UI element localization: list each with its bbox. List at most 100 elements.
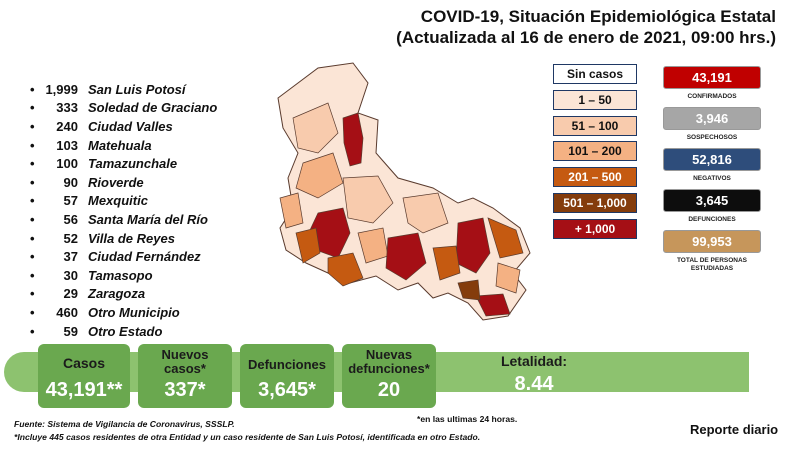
legend-item: 501 – 1,000 bbox=[553, 192, 637, 213]
municipality-name: Ciudad Fernández bbox=[88, 249, 201, 265]
bullet: • bbox=[30, 249, 35, 265]
bullet: • bbox=[30, 230, 35, 246]
municipality-name: Zaragoza bbox=[88, 286, 146, 302]
stat-label: TOTAL DE PERSONAS ESTUDIADAS bbox=[676, 257, 748, 272]
stat-value: 3,946 bbox=[663, 107, 761, 130]
municipality-name: Santa María del Río bbox=[88, 211, 208, 227]
municipality-row: • 240 Ciudad Valles bbox=[30, 117, 270, 136]
municipality-count: 90 bbox=[63, 174, 78, 190]
municipality-name: Tamasopo bbox=[88, 267, 153, 283]
bullet: • bbox=[30, 174, 35, 190]
bullet: • bbox=[30, 211, 35, 227]
municipality-row: • 29 Zaragoza bbox=[30, 285, 270, 304]
municipality-row: • 100 Tamazunchale bbox=[30, 154, 270, 173]
municipality-count: 30 bbox=[63, 267, 78, 283]
municipality-count: 59 bbox=[63, 323, 78, 339]
state-map bbox=[277, 62, 531, 321]
stat-value: 52,816 bbox=[663, 148, 761, 171]
bullet: • bbox=[30, 304, 35, 320]
nuevas-def-label: Nuevas defunciones* bbox=[348, 347, 430, 376]
nuevos-label: Nuevos casos* bbox=[161, 347, 209, 376]
municipality-row: • 333 Soledad de Graciano bbox=[30, 99, 270, 118]
municipality-row: • 59 Otro Estado bbox=[30, 322, 270, 341]
municipality-count: 37 bbox=[63, 249, 78, 265]
stat-label: CONFIRMADOS bbox=[687, 93, 737, 100]
bullet: • bbox=[30, 137, 35, 153]
bullet: • bbox=[30, 323, 35, 339]
stat-value: 99,953 bbox=[663, 230, 761, 253]
stat-label: DEFUNCIONES bbox=[688, 216, 736, 223]
region-central-east bbox=[402, 192, 449, 234]
legend-item: + 1,000 bbox=[553, 218, 637, 239]
legend-item: 1 – 50 bbox=[553, 89, 637, 110]
municipality-count: 29 bbox=[63, 286, 78, 302]
region-rioverde bbox=[385, 232, 427, 281]
municipality-count: 333 bbox=[56, 100, 78, 116]
municipality-count: 460 bbox=[56, 304, 78, 320]
region-tamazunchale bbox=[475, 293, 511, 317]
municipality-name: Otro Municipio bbox=[88, 304, 180, 320]
bullet: • bbox=[30, 267, 35, 283]
municipality-row: • 37 Ciudad Fernández bbox=[30, 247, 270, 266]
stats-panel: 43,191 CONFIRMADOS 3,946 SOSPECHOSOS 52,816 N… bbox=[663, 66, 761, 272]
nuevos-value: 337* bbox=[164, 379, 206, 401]
municipality-name: Matehuala bbox=[88, 137, 152, 153]
note-24h: *en las ultimas 24 horas. bbox=[417, 414, 518, 424]
source-note: Fuente: Sistema de Vigilancia de Coronav… bbox=[14, 419, 235, 429]
municipality-count: 56 bbox=[63, 211, 78, 227]
letalidad-value: 8.44 bbox=[514, 373, 554, 395]
municipality-row: • 57 Mexquitic bbox=[30, 192, 270, 211]
casos-label: Casos bbox=[62, 355, 106, 371]
legend-item: Sin casos bbox=[553, 64, 637, 84]
municipality-count: 100 bbox=[56, 156, 78, 172]
casos-value: 43,191** bbox=[45, 379, 123, 401]
region-huasteca-a bbox=[487, 217, 524, 259]
municipality-name: Rioverde bbox=[88, 174, 144, 190]
municipality-row: • 52 Villa de Reyes bbox=[30, 229, 270, 248]
footnotes: Fuente: Sistema de Vigilancia de Coronav… bbox=[14, 418, 480, 444]
municipality-row: • 1,999 San Luis Potosí bbox=[30, 80, 270, 99]
municipality-count: 52 bbox=[63, 230, 78, 246]
municipality-count: 240 bbox=[56, 118, 78, 134]
def-value: 3,645* bbox=[258, 379, 316, 401]
tile-nuevas-defunciones: Nuevas defunciones* 20 bbox=[342, 344, 436, 408]
municipality-list: • 1,999 San Luis Potosí • 333 Soledad de Grac… bbox=[30, 80, 270, 340]
municipality-name: Tamazunchale bbox=[88, 156, 178, 172]
municipality-count: 57 bbox=[63, 193, 78, 209]
page-title: COVID-19, Situación Epidemiológica Estat… bbox=[396, 6, 776, 48]
bullet: • bbox=[30, 286, 35, 302]
municipality-row: • 460 Otro Municipio bbox=[30, 303, 270, 322]
region-huasteca-c bbox=[457, 279, 481, 301]
title-line-2: (Actualizada al 16 de enero de 2021, 09:… bbox=[396, 28, 776, 47]
legend: Sin casos 1 – 50 51 – 100 101 – 200 201 – 50… bbox=[553, 64, 637, 245]
tile-defunciones: Defunciones 3,645* bbox=[240, 344, 334, 408]
municipality-name: Mexquitic bbox=[88, 193, 148, 209]
legend-item: 101 – 200 bbox=[553, 141, 637, 162]
tile-nuevos-casos: Nuevos casos* 337* bbox=[138, 344, 232, 408]
region-mexquitic bbox=[295, 227, 321, 264]
region-tamasopo bbox=[432, 245, 461, 281]
nuevas-def-value: 20 bbox=[377, 379, 401, 401]
region-matehuala bbox=[342, 112, 364, 167]
municipality-name: Villa de Reyes bbox=[88, 230, 175, 246]
municipality-name: San Luis Potosí bbox=[88, 81, 186, 97]
legend-item: 201 – 500 bbox=[553, 167, 637, 188]
title-line-1: COVID-19, Situación Epidemiológica Estat… bbox=[420, 7, 776, 26]
def-label: Defunciones bbox=[247, 357, 326, 372]
report-label: Reporte diario bbox=[690, 422, 779, 437]
legend-item: 51 – 100 bbox=[553, 115, 637, 136]
region-west bbox=[279, 192, 304, 229]
municipality-row: • 90 Rioverde bbox=[30, 173, 270, 192]
region-huasteca-b bbox=[495, 262, 521, 294]
municipality-count: 103 bbox=[56, 137, 78, 153]
municipality-name: Soledad de Graciano bbox=[88, 100, 218, 116]
letalidad-label: Letalidad: bbox=[500, 353, 568, 369]
region-north-a bbox=[292, 102, 339, 154]
municipality-row: • 103 Matehuala bbox=[30, 136, 270, 155]
stat-value: 43,191 bbox=[663, 66, 761, 89]
region-north-b bbox=[295, 152, 344, 199]
region-altiplano bbox=[342, 175, 394, 224]
bullet: • bbox=[30, 193, 35, 209]
stat-label: NEGATIVOS bbox=[693, 175, 731, 182]
stat-value: 3,645 bbox=[663, 189, 761, 212]
